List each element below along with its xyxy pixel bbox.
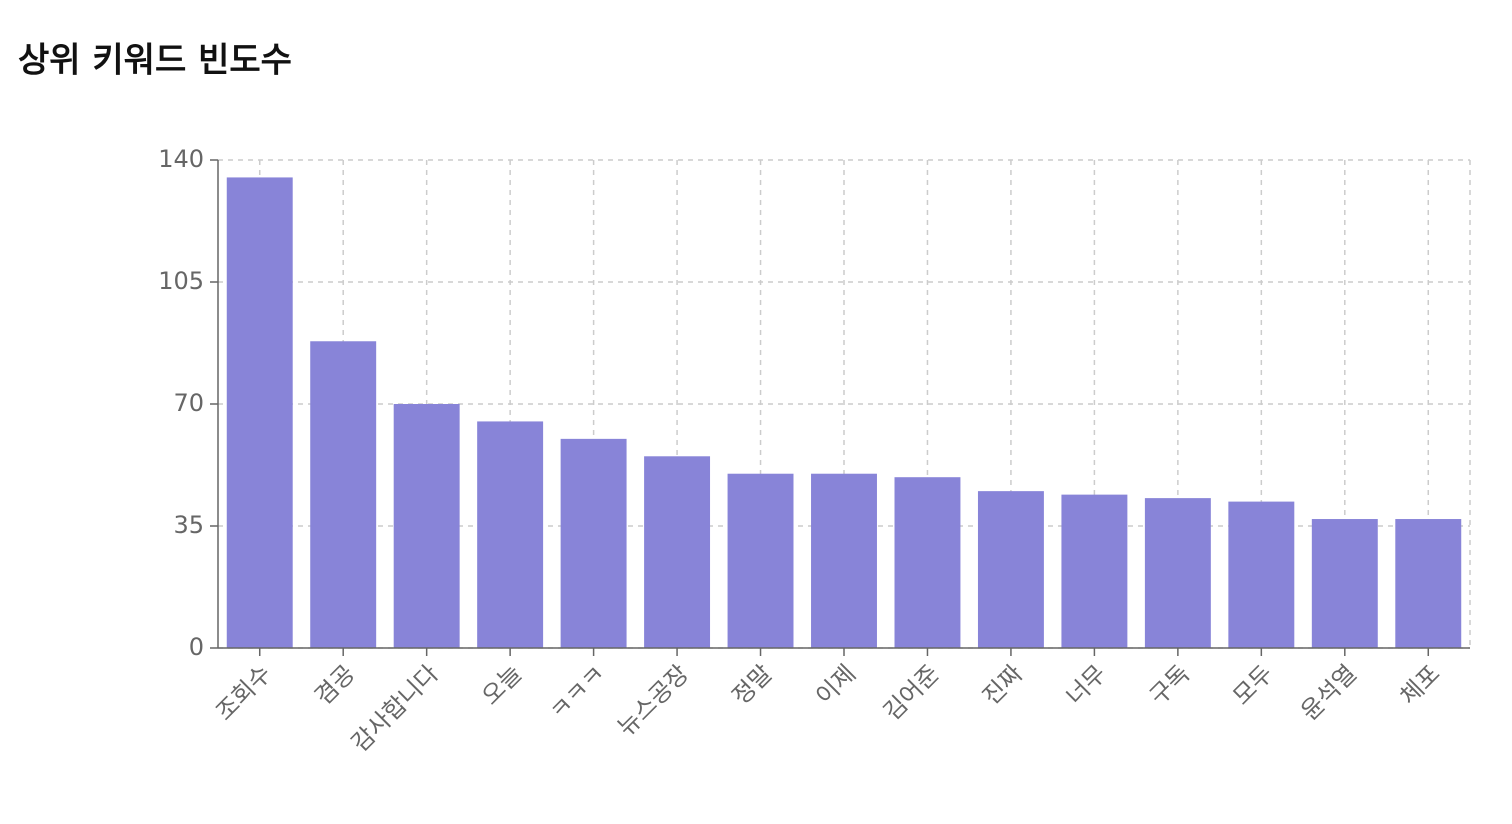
x-tick-label: 김어준	[878, 659, 945, 726]
x-tick-label: 정말	[727, 659, 778, 710]
x-tick-label: 조회수	[210, 659, 277, 726]
bar	[894, 477, 961, 648]
bar	[727, 473, 794, 648]
bar	[1061, 494, 1128, 648]
y-tick-label: 140	[158, 145, 204, 173]
bar	[977, 491, 1044, 648]
x-tick-label: 너무	[1061, 659, 1112, 710]
x-tick-label: 뉴스공장	[612, 659, 694, 741]
bar	[1144, 498, 1211, 648]
bar	[226, 177, 293, 648]
bar	[644, 456, 711, 648]
x-tick-label: 오늘	[476, 659, 527, 710]
bar	[560, 438, 627, 648]
y-tick-label: 70	[173, 389, 204, 417]
x-tick-label: 진짜	[977, 659, 1028, 710]
y-tick-label: 0	[189, 633, 204, 661]
x-tick-label: 구독	[1144, 659, 1195, 710]
x-tick-label: ㅋㅋㅋ	[544, 659, 611, 726]
x-tick-label: 이제	[810, 659, 861, 710]
x-tick-label: 겸공	[309, 659, 360, 710]
bar	[1228, 501, 1295, 648]
x-tick-label: 윤석열	[1295, 659, 1362, 726]
chart-title: 상위 키워드 빈도수	[18, 41, 292, 81]
y-tick-label: 105	[158, 267, 204, 295]
bar	[1395, 519, 1462, 648]
x-tick-label: 모두	[1227, 659, 1278, 710]
bar	[393, 404, 460, 648]
bar	[310, 341, 377, 648]
y-tick-label: 35	[173, 511, 204, 539]
x-tick-label: 감사합니다	[346, 659, 444, 757]
x-tick-label: 체포	[1394, 659, 1445, 710]
bar	[1311, 519, 1378, 648]
bar	[477, 421, 544, 648]
bar	[811, 473, 877, 648]
